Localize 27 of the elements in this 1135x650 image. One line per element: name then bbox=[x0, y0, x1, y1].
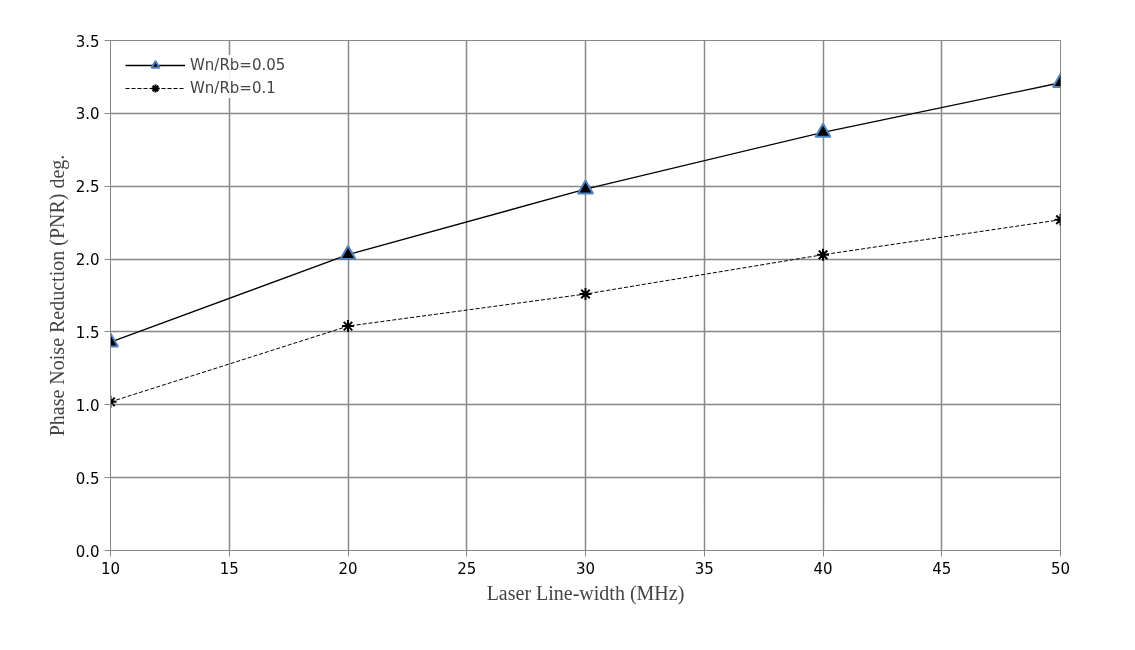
point bbox=[577, 179, 594, 195]
point bbox=[578, 287, 593, 302]
y-tick-label: 3.5 bbox=[75, 32, 100, 51]
y-tick-label: 2.0 bbox=[75, 251, 100, 270]
x-tick-label: 35 bbox=[694, 559, 714, 578]
x-tick-label: 15 bbox=[219, 559, 239, 578]
y-tick-label: 1.0 bbox=[75, 396, 100, 415]
x-tick-label: 25 bbox=[457, 559, 477, 578]
y-tick-label: 1.5 bbox=[75, 323, 100, 342]
y-tick-label: 3.0 bbox=[75, 105, 100, 124]
y-tick-label: 0.0 bbox=[75, 542, 100, 561]
x-tick-label: 10 bbox=[100, 559, 121, 578]
point bbox=[814, 122, 832, 138]
x-tick-label: 50 bbox=[1050, 559, 1071, 578]
y-tick-label: 2.5 bbox=[75, 178, 100, 197]
x-tick-label: 40 bbox=[813, 559, 833, 578]
x-tick-label: 30 bbox=[575, 559, 596, 578]
x-tick-label: 20 bbox=[338, 559, 358, 578]
x-tick-label: 45 bbox=[932, 559, 952, 578]
legend-label: Wn/Rb=0.05 bbox=[190, 56, 286, 74]
point bbox=[341, 319, 355, 334]
x-axis-title: Laser Line-width (MHz) bbox=[486, 581, 685, 605]
point bbox=[816, 247, 830, 262]
legend-label: Wn/Rb=0.1 bbox=[190, 79, 276, 97]
y-tick-label: 0.5 bbox=[75, 469, 100, 488]
y-axis-title: Phase Noise Reduction (PNR) deg. bbox=[45, 154, 69, 437]
point bbox=[339, 245, 357, 261]
